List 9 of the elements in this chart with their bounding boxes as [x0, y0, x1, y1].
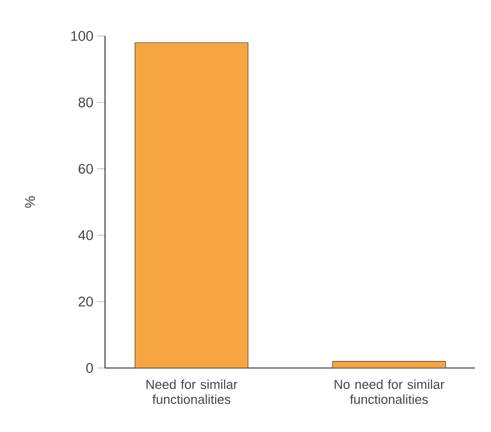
y-axis-title: % — [25, 196, 35, 208]
x-tick-label: Need for similar functionalities — [146, 380, 238, 404]
y-tick-label: 80 — [78, 97, 93, 108]
y-tick-label: 20 — [78, 296, 93, 307]
y-tick-label: 60 — [78, 164, 93, 174]
y-tick-label: 40 — [78, 230, 93, 240]
y-tick-label: 0 — [86, 363, 93, 373]
y-tick-label: 100 — [71, 31, 93, 41]
x-tick-label: No need for similar functionalities — [334, 380, 444, 404]
